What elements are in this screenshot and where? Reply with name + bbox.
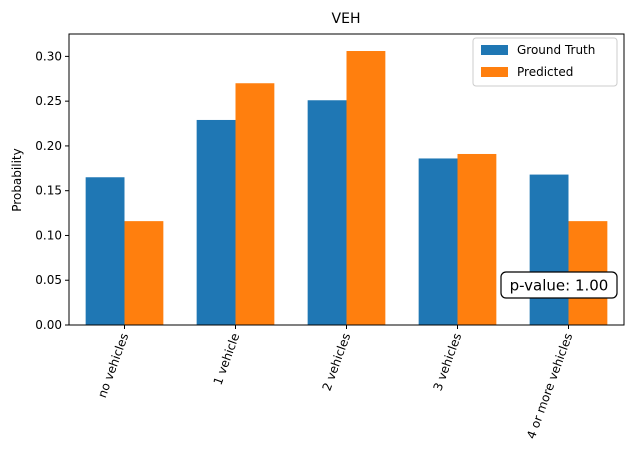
- legend: Ground Truth Predicted: [472, 37, 618, 87]
- p-value-box: [500, 271, 618, 299]
- y-tick-label: 0.15: [35, 184, 62, 198]
- y-tick-label: 0.05: [35, 273, 62, 287]
- legend-swatch: [481, 45, 508, 55]
- bar-predicted: [235, 83, 275, 325]
- y-axis: 0.00 0.05 0.10 0.15 0.20 0.25 0.30: [35, 49, 69, 332]
- bar-ground-truth: [196, 119, 236, 325]
- bar-predicted: [124, 221, 164, 325]
- plot-frame: [68, 33, 625, 326]
- y-tick-label: 0.30: [35, 49, 62, 63]
- bar-ground-truth: [85, 177, 125, 325]
- bar-ground-truth: [418, 158, 458, 325]
- y-axis-label: Probability: [10, 148, 24, 211]
- x-tick-label: 2 vehicles: [319, 331, 353, 393]
- bar-predicted: [457, 153, 497, 325]
- x-tick-label: 4 or more vehicles: [524, 331, 575, 441]
- y-tick-label: 0.25: [35, 94, 62, 108]
- bar-ground-truth: [529, 174, 569, 325]
- legend-label: Predicted: [517, 65, 573, 79]
- y-tick-label: 0.20: [35, 139, 62, 153]
- p-value-text: p-value: 1.00: [510, 277, 609, 295]
- bar-predicted: [346, 51, 386, 326]
- y-tick-label: 0.00: [35, 318, 62, 332]
- bars-group: [85, 51, 608, 326]
- x-tick-label: 3 vehicles: [430, 331, 464, 393]
- legend-swatch: [481, 67, 508, 77]
- p-value-annotation: p-value: 1.00: [500, 271, 618, 299]
- y-tick-label: 0.10: [35, 228, 62, 242]
- chart-title: VEH: [332, 11, 361, 27]
- x-axis: no vehicles 1 vehicle 2 vehicles 3 vehicles…: [95, 325, 575, 441]
- x-tick-label: no vehicles: [95, 331, 131, 399]
- bar-ground-truth: [307, 100, 347, 326]
- legend-box: [472, 37, 618, 87]
- x-tick-label: 1 vehicle: [211, 331, 243, 387]
- legend-label: Ground Truth: [517, 43, 595, 57]
